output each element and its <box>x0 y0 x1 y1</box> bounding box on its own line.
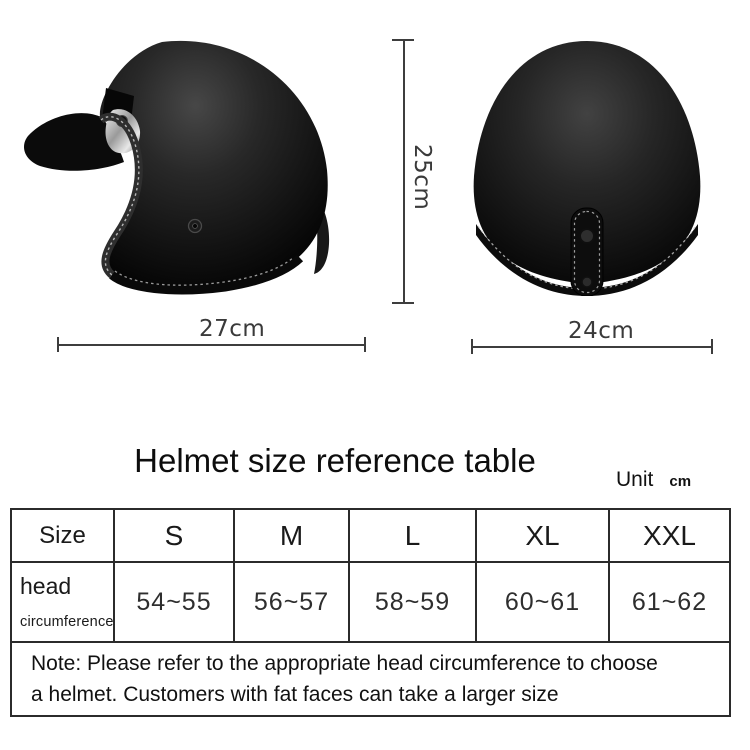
table-header-row: Size S M L XL XXL <box>10 508 731 563</box>
side-width-dimension-line <box>58 344 365 346</box>
table-data-row: head circumference 54~55 56~57 58~59 60~… <box>10 561 731 643</box>
value-size-l: 58~59 <box>348 561 477 643</box>
back-helmet-bottom-trim <box>476 224 698 296</box>
row-header-head-circumference: head circumference <box>10 561 115 643</box>
side-helmet-bottom-stitching <box>114 256 295 286</box>
column-header-xxl: XXL <box>608 508 731 563</box>
helmet-back-view-image <box>473 41 701 296</box>
table-note-row: Note: Please refer to the appropriate he… <box>10 641 731 717</box>
height-dimension-label: 25cm <box>409 144 435 211</box>
back-helmet-bottom-stitching <box>477 225 697 290</box>
side-width-dimension-cap-right <box>364 337 366 352</box>
back-width-dimension-label: 24cm <box>568 318 635 344</box>
note-line2: a helmet. Customers with fat faces can t… <box>31 683 559 706</box>
note-line1: Note: Please refer to the appropriate he… <box>31 652 658 675</box>
column-header-xl: XL <box>475 508 610 563</box>
back-helmet-strap-tab <box>570 207 604 296</box>
height-dimension-cap-top <box>392 39 414 41</box>
height-dimension-line <box>403 40 405 304</box>
back-width-dimension-cap-left <box>471 339 473 354</box>
side-helmet-snap-button-center <box>192 223 198 229</box>
row-header-line2: circumference <box>20 614 114 630</box>
side-helmet-opening-stitching <box>100 116 140 276</box>
back-helmet-shell <box>473 41 701 284</box>
side-helmet-bottom-trim <box>109 254 304 295</box>
note-cell: Note: Please refer to the appropriate he… <box>10 641 731 717</box>
row-header-line1: head <box>20 573 72 599</box>
side-helmet-shell <box>99 40 328 290</box>
back-helmet-rivet-top <box>579 228 595 244</box>
column-header-s: S <box>113 508 235 563</box>
unit-value: cm <box>669 473 692 490</box>
back-width-dimension-cap-right <box>711 339 713 354</box>
column-header-size: Size <box>10 508 115 563</box>
size-reference-table: Size S M L XL XXL head circumference 54~… <box>10 508 731 717</box>
side-width-dimension-cap-left <box>57 337 59 352</box>
side-helmet-peak-visor <box>24 113 124 171</box>
page-title: Helmet size reference table <box>134 442 536 479</box>
column-header-m: M <box>233 508 350 563</box>
column-header-l: L <box>348 508 477 563</box>
side-width-dimension-label: 27cm <box>199 316 266 342</box>
back-width-dimension-line <box>472 346 712 348</box>
back-helmet-strap-stitching <box>573 210 601 294</box>
back-helmet-rivet-bottom <box>581 276 593 288</box>
unit-label: Unit <box>616 468 654 491</box>
unit-indicator: Unit cm <box>616 468 691 492</box>
value-size-m: 56~57 <box>233 561 350 643</box>
value-size-s: 54~55 <box>113 561 235 643</box>
height-dimension-cap-bottom <box>392 302 414 304</box>
helmet-side-view-image <box>24 40 330 295</box>
value-size-xxl: 61~62 <box>608 561 731 643</box>
value-size-xl: 60~61 <box>475 561 610 643</box>
